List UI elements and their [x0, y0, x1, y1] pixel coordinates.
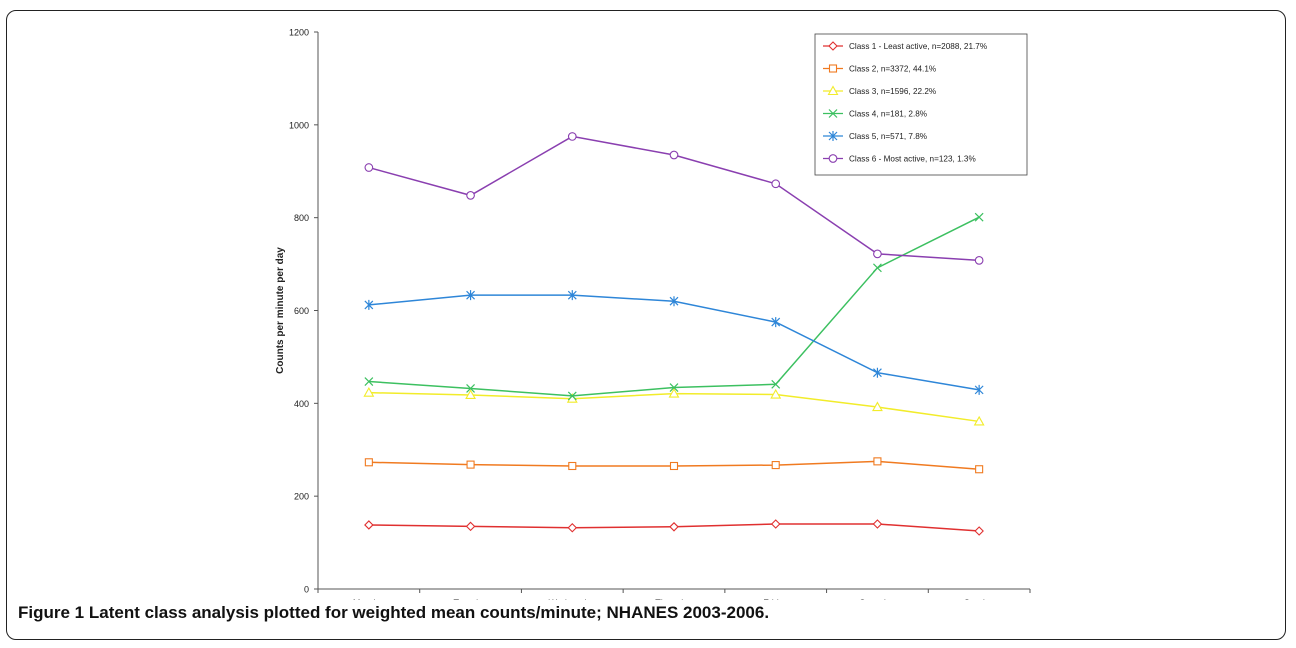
data-point: [669, 522, 679, 532]
legend-box: [814, 33, 1028, 176]
data-point: [466, 460, 475, 469]
series-6: [364, 132, 984, 265]
data-point: [567, 290, 577, 301]
data-point: [668, 387, 680, 398]
data-point: [974, 212, 984, 222]
legend-item: Class 1 - Least active, n=2088, 21.7%: [823, 41, 987, 51]
legend-item: Class 3, n=1596, 22.2%: [823, 85, 936, 96]
figure-frame: [6, 10, 1286, 640]
data-point: [975, 465, 984, 474]
data-point: [364, 458, 373, 467]
data-point: [568, 461, 577, 471]
y-tick-label: 800: [294, 213, 309, 223]
data-point: [828, 154, 838, 163]
data-point: [567, 132, 577, 141]
data-point: [973, 415, 985, 426]
data-point: [873, 249, 882, 259]
x-tick-label: Wednesday: [549, 598, 597, 600]
y-tick-label: 1000: [289, 120, 309, 130]
x-tick-label: Monday: [353, 598, 386, 600]
data-point: [363, 387, 375, 397]
data-point: [974, 384, 984, 395]
data-point: [974, 526, 984, 536]
data-point: [567, 522, 578, 533]
data-point: [669, 150, 679, 160]
data-point: [364, 163, 374, 172]
data-point: [828, 109, 838, 118]
legend-item: Class 6 - Most active, n=123, 1.3%: [823, 154, 976, 164]
data-point: [770, 388, 782, 399]
data-point: [466, 191, 475, 200]
series-3: [363, 387, 985, 426]
y-tick-label: 0: [304, 585, 309, 595]
data-point: [873, 263, 882, 273]
data-point: [465, 389, 477, 400]
y-tick-label: 1200: [289, 28, 309, 38]
x-tick-label: Friday: [763, 598, 789, 600]
data-point: [873, 367, 882, 378]
data-point: [873, 457, 882, 466]
data-point: [567, 391, 577, 401]
legend-item: Class 2, n=3372, 44.1%: [823, 64, 936, 74]
data-point: [828, 64, 838, 73]
data-point: [872, 519, 883, 529]
data-point: [828, 41, 838, 51]
legend-label: Class 6 - Most active, n=123, 1.3%: [849, 155, 976, 164]
data-point: [827, 85, 839, 96]
data-point: [466, 384, 475, 393]
chart-legend: Class 1 - Least active, n=2088, 21.7% Cla…: [814, 33, 1028, 176]
line-chart: 0 200 400 600 800 1000 1200 Monday Tuesday Wednes…: [275, 28, 1031, 600]
legend-label: Class 1 - Least active, n=2088, 21.7%: [849, 42, 987, 51]
legend-label: Class 2, n=3372, 44.1%: [849, 65, 936, 74]
data-point: [871, 401, 883, 412]
data-point: [828, 131, 838, 141]
caption-text: Latent class analysis plotted for weight…: [88, 603, 770, 622]
series-line: [368, 294, 980, 391]
data-point: [465, 521, 476, 532]
x-tick-label: Tuesday: [453, 598, 488, 600]
legend-label: Class 5, n=571, 7.8%: [849, 132, 927, 141]
data-point: [669, 383, 679, 392]
data-point: [669, 461, 679, 471]
y-tick-label: 600: [294, 306, 309, 316]
data-point: [770, 519, 781, 529]
legend-item: Class 4, n=181, 2.8%: [823, 109, 927, 119]
data-point: [771, 461, 780, 470]
chart-series: [363, 132, 985, 536]
x-tick-label: Saturday: [859, 598, 896, 600]
series-1: [364, 519, 984, 536]
y-axis-label: Counts per minute per day: [275, 247, 286, 374]
data-point: [974, 256, 984, 265]
legend-label: Class 3, n=1596, 22.2%: [849, 87, 936, 96]
figure-caption: Figure 1 Latent class analysis plotted f…: [18, 603, 769, 623]
y-tick-label: 400: [294, 399, 309, 409]
x-tick-label: Sunday: [964, 598, 995, 600]
series-2: [364, 457, 984, 474]
data-point: [771, 317, 781, 328]
chart-axes: 0 200 400 600 800 1000 1200 Monday Tuesday Wednes…: [289, 28, 1031, 600]
legend-label: Class 4, n=181, 2.8%: [849, 110, 927, 119]
legend-item: Class 5, n=571, 7.8%: [823, 131, 927, 141]
y-tick-label: 200: [294, 492, 309, 502]
series-5: [364, 290, 984, 395]
data-point: [466, 290, 475, 301]
data-point: [669, 296, 679, 307]
data-point: [364, 377, 374, 386]
caption-label: Figure 1: [18, 603, 85, 622]
data-point: [771, 379, 781, 389]
x-tick-label: Thursday: [655, 598, 693, 600]
data-point: [364, 299, 374, 310]
data-point: [771, 179, 781, 189]
data-point: [364, 520, 374, 530]
series-line: [368, 216, 980, 397]
series-4: [364, 212, 984, 401]
